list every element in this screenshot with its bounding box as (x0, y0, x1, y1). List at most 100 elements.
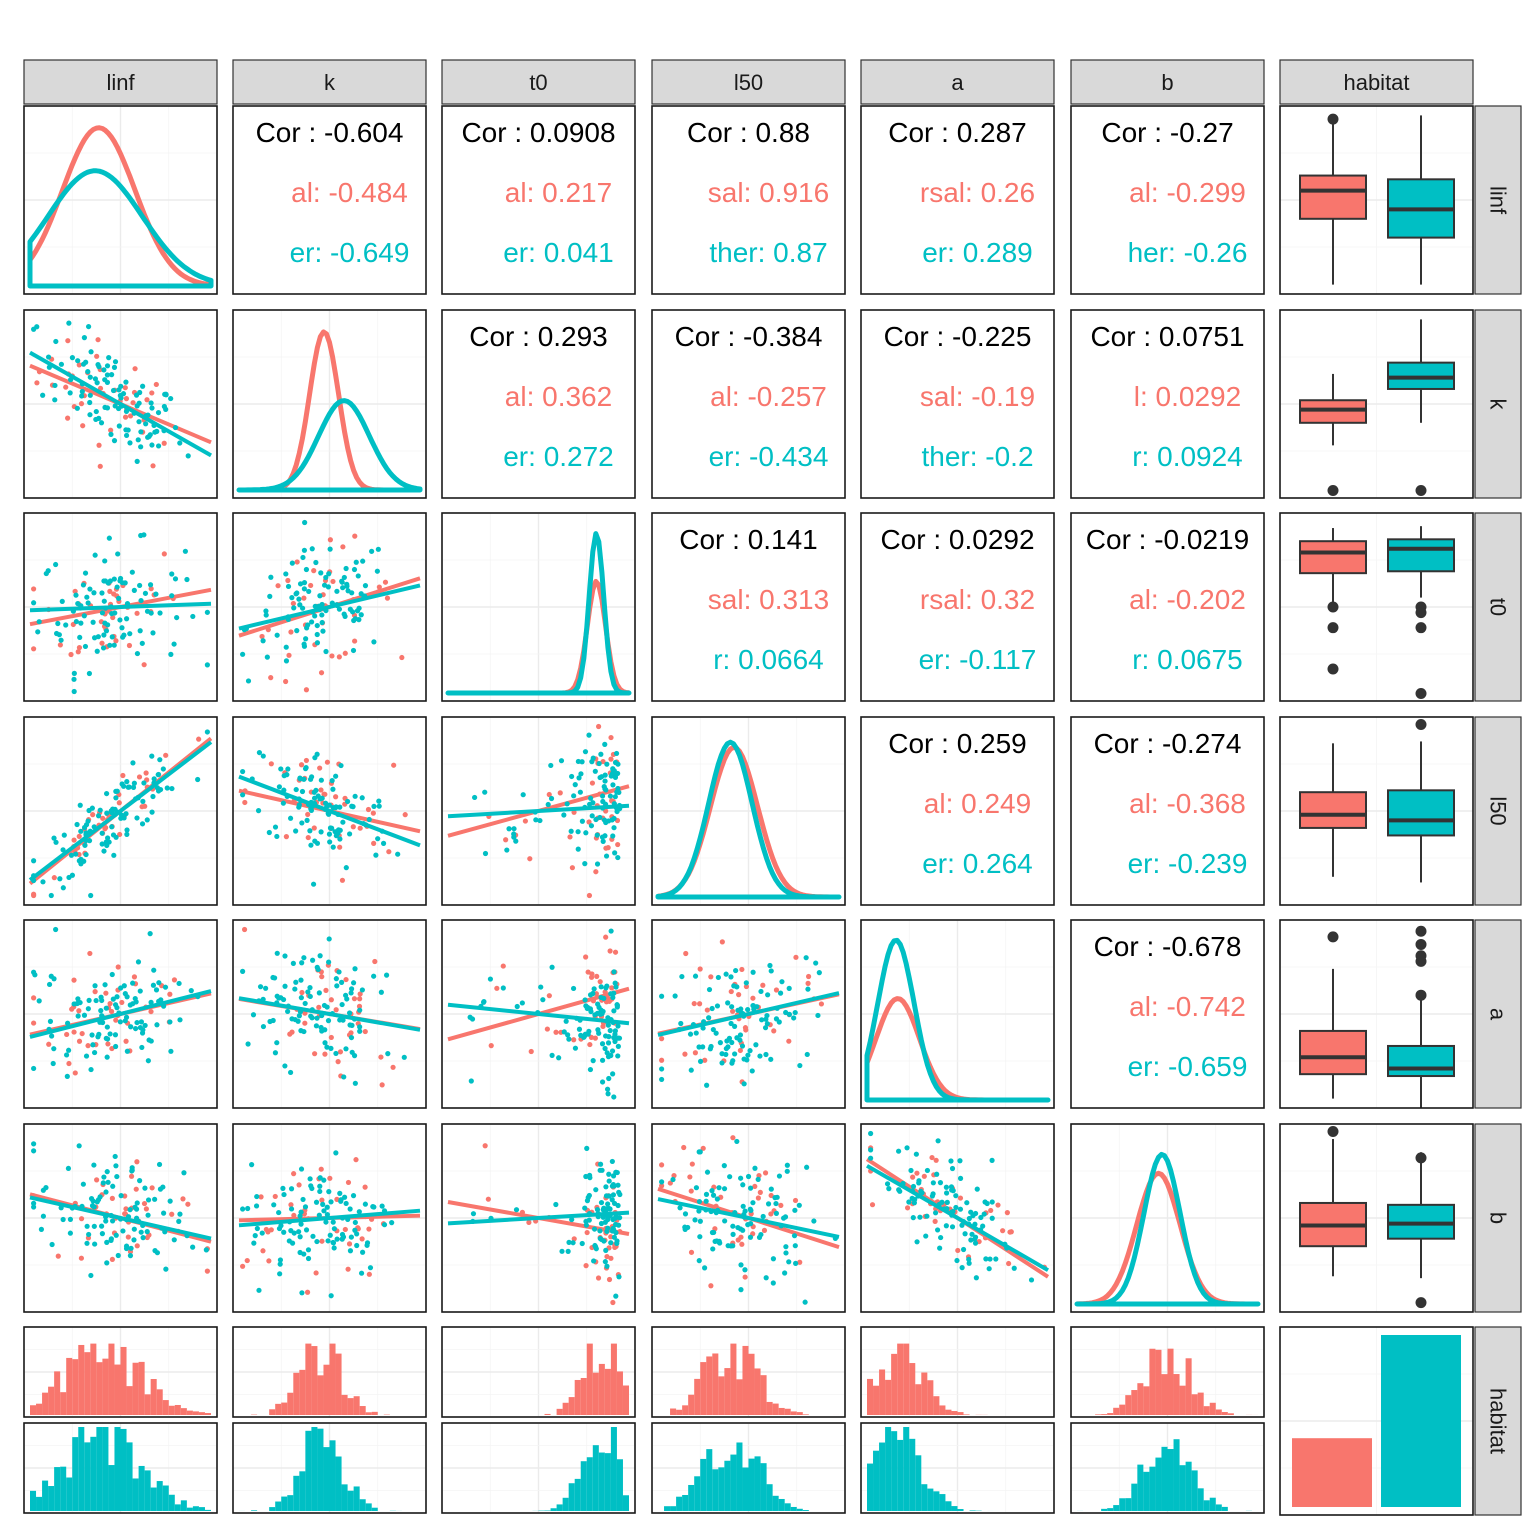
data-point (734, 1138, 740, 1145)
data-point (240, 792, 246, 798)
data-point (96, 415, 102, 421)
hist-bar (945, 1501, 952, 1511)
data-point (89, 805, 95, 811)
data-point (157, 786, 164, 793)
data-point (105, 622, 111, 628)
hist-bar (311, 1427, 318, 1511)
data-point (115, 964, 121, 970)
hist-bar (879, 1369, 886, 1415)
data-point (742, 1267, 748, 1273)
data-point (745, 1052, 751, 1058)
hist-bar (694, 1476, 701, 1511)
hist-bar (580, 1461, 587, 1511)
panel-a-a (860, 919, 1055, 1109)
data-point (296, 1182, 302, 1188)
data-point (716, 1185, 722, 1191)
hist-bar (186, 1507, 193, 1511)
hist-bar (1143, 1471, 1150, 1511)
cor-seasonal: sal: -0.19 (920, 381, 1035, 412)
data-point (579, 818, 585, 824)
data-point (274, 632, 280, 638)
hist-bar (114, 1364, 121, 1415)
data-point (281, 1191, 287, 1198)
data-point (74, 1000, 80, 1007)
data-point (76, 1143, 82, 1149)
data-point (600, 758, 606, 765)
data-point (95, 362, 101, 368)
data-point (966, 1260, 972, 1266)
data-point (401, 1054, 407, 1060)
hist-bar (1173, 1439, 1180, 1511)
data-point (149, 809, 155, 815)
data-point (344, 581, 350, 587)
hist-bar (790, 1411, 797, 1415)
data-point (139, 1044, 145, 1051)
data-point (257, 984, 264, 990)
outlier-point (1415, 1297, 1427, 1309)
data-point (40, 1213, 47, 1219)
hist-bar (598, 1363, 605, 1415)
data-point (348, 1034, 355, 1041)
panel-a-t0 (441, 919, 636, 1109)
data-point (943, 1223, 949, 1229)
data-point (737, 1047, 743, 1054)
data-point (155, 443, 162, 449)
data-point (306, 588, 312, 595)
data-point (110, 1183, 116, 1189)
hist-bar (891, 1431, 898, 1511)
outlier-point (1415, 622, 1427, 634)
hist-bar (742, 1345, 749, 1415)
data-point (954, 1257, 960, 1264)
panel-b-t0 (441, 1123, 636, 1313)
data-point (382, 579, 389, 585)
data-point (88, 349, 94, 355)
data-point (144, 397, 150, 403)
data-point (169, 785, 175, 792)
cor-other: ther: 0.87 (709, 237, 827, 268)
hist-bar (335, 1456, 342, 1511)
data-point (148, 1008, 154, 1015)
hist-bar (1185, 1358, 1192, 1415)
data-point (92, 376, 99, 382)
data-point (957, 1175, 964, 1181)
data-point (904, 1205, 911, 1211)
data-point (123, 811, 129, 817)
data-point (1006, 1260, 1012, 1267)
box-seasonal (1299, 540, 1367, 575)
data-point (82, 842, 88, 848)
data-point (730, 1008, 736, 1014)
data-point (287, 815, 294, 821)
data-point (587, 801, 593, 807)
data-point (995, 1202, 1001, 1208)
data-point (595, 1275, 602, 1281)
data-point (40, 1187, 46, 1193)
data-point (721, 1186, 728, 1192)
data-point (373, 852, 379, 858)
data-point (324, 1204, 330, 1210)
data-point (301, 1251, 307, 1257)
data-point (601, 817, 608, 823)
strip-label-habitat: habitat (1343, 70, 1409, 95)
panel-b-l50 (651, 1123, 846, 1313)
hist-bar (353, 1396, 360, 1415)
data-point (303, 687, 310, 693)
hist-bar (867, 1463, 874, 1511)
data-point (357, 1024, 363, 1030)
data-point (584, 1229, 590, 1236)
data-point (935, 1138, 941, 1144)
data-point (336, 654, 342, 660)
data-point (270, 974, 276, 981)
data-point (989, 1215, 995, 1221)
data-point (324, 759, 331, 765)
cor-other: r: 0.0664 (713, 644, 824, 675)
hist-bar (1209, 1402, 1216, 1415)
data-point (683, 950, 689, 957)
data-point (305, 622, 311, 628)
data-point (297, 775, 303, 781)
data-point (565, 1248, 571, 1254)
hist-bar (108, 1343, 115, 1415)
regression-line-other (238, 996, 421, 1032)
data-point (176, 980, 182, 987)
data-point (161, 403, 167, 410)
data-point (375, 546, 381, 552)
